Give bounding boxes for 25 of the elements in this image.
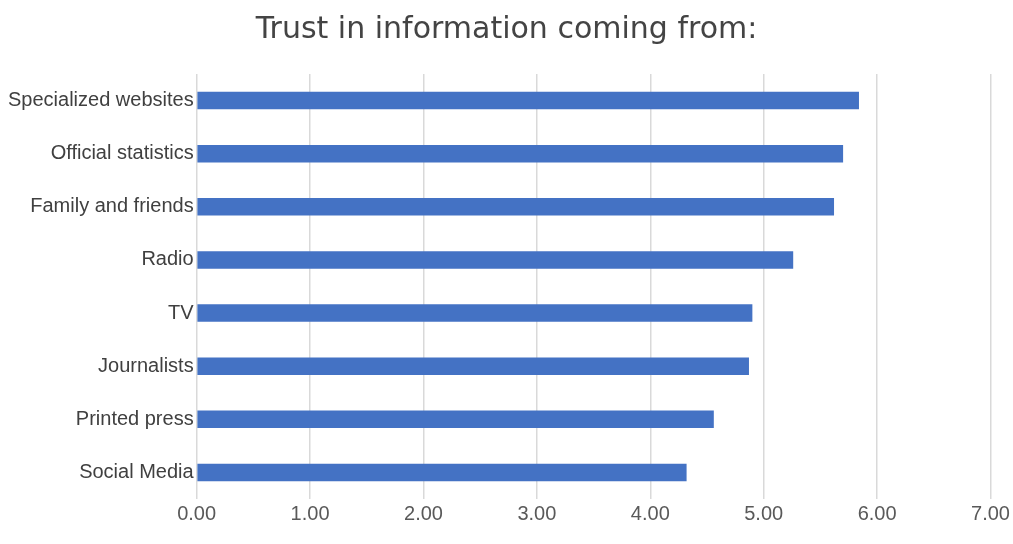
x-tick-label: 2.00 — [404, 501, 443, 524]
y-tick-label: Specialized websites — [8, 88, 194, 111]
bar — [197, 198, 835, 216]
y-tick-label: TV — [168, 300, 195, 323]
x-tick-label: 6.00 — [857, 501, 897, 524]
bar — [197, 251, 794, 269]
y-tick-label: Family and friends — [30, 194, 194, 217]
chart-title: Trust in information coming from: — [254, 10, 759, 47]
bar — [197, 144, 844, 163]
y-tick-label: Social Media — [79, 459, 195, 482]
x-tick-label: 0.00 — [177, 501, 217, 524]
x-tick-label: 5.00 — [744, 501, 784, 524]
y-tick-label: Journalists — [98, 353, 194, 376]
bar — [197, 304, 753, 322]
y-tick-label: Official statistics — [50, 141, 194, 164]
bar — [197, 357, 749, 375]
x-tick-label: 7.00 — [971, 501, 1011, 524]
x-tick-label: 4.00 — [630, 501, 670, 524]
bar — [197, 463, 687, 482]
x-tick-label: 1.00 — [290, 501, 330, 524]
x-tick-label: 3.00 — [517, 501, 557, 524]
bar — [197, 91, 859, 110]
y-tick-label: Radio — [141, 247, 194, 270]
y-tick-label: Printed press — [75, 406, 194, 429]
bar — [197, 410, 714, 429]
